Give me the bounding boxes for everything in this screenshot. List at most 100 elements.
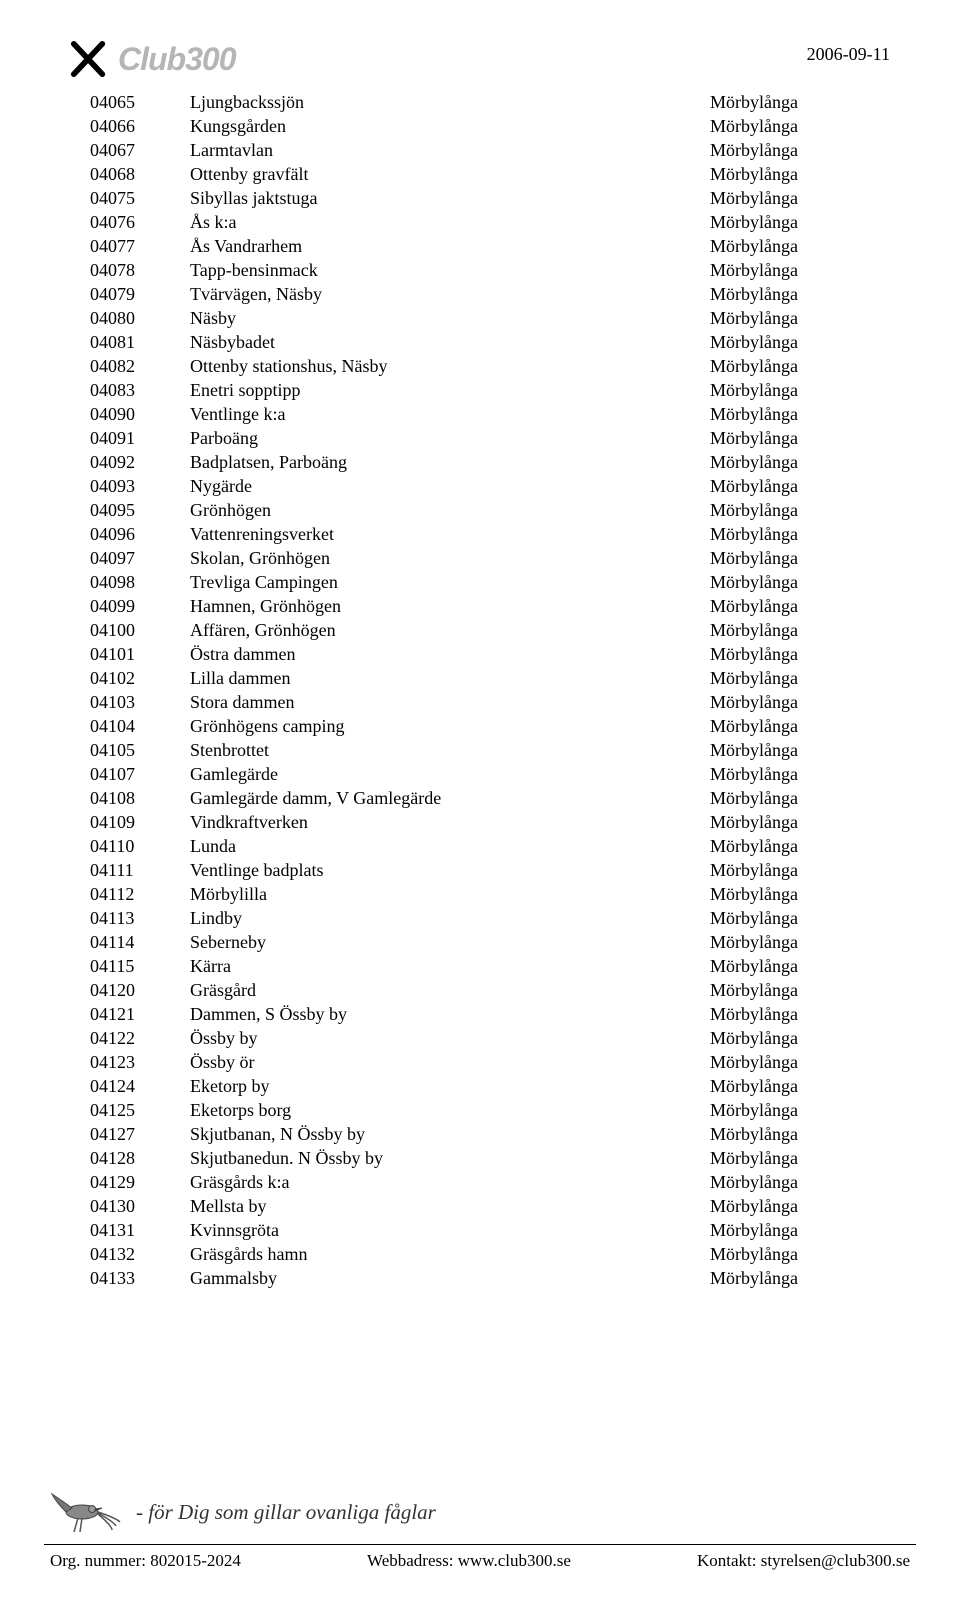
code-cell: 04122 <box>90 1026 190 1050</box>
code-cell: 04104 <box>90 714 190 738</box>
table-row: 04097Skolan, GrönhögenMörbylånga <box>90 546 890 570</box>
table-row: 04123Össby örMörbylånga <box>90 1050 890 1074</box>
table-row: 04075Sibyllas jaktstugaMörbylånga <box>90 186 890 210</box>
code-cell: 04080 <box>90 306 190 330</box>
code-cell: 04132 <box>90 1242 190 1266</box>
kommun-cell: Mörbylånga <box>710 306 890 330</box>
code-cell: 04127 <box>90 1122 190 1146</box>
name-cell: Lindby <box>190 906 710 930</box>
kommun-cell: Mörbylånga <box>710 690 890 714</box>
table-row: 04068Ottenby gravfältMörbylånga <box>90 162 890 186</box>
code-cell: 04075 <box>90 186 190 210</box>
table-row: 04112MörbylillaMörbylånga <box>90 882 890 906</box>
name-cell: Skjutbanan, N Össby by <box>190 1122 710 1146</box>
kommun-cell: Mörbylånga <box>710 354 890 378</box>
kommun-cell: Mörbylånga <box>710 186 890 210</box>
code-cell: 04107 <box>90 762 190 786</box>
table-row: 04079Tvärvägen, NäsbyMörbylånga <box>90 282 890 306</box>
table-row: 04113LindbyMörbylånga <box>90 906 890 930</box>
kommun-cell: Mörbylånga <box>710 594 890 618</box>
code-cell: 04099 <box>90 594 190 618</box>
table-row: 04080NäsbyMörbylånga <box>90 306 890 330</box>
web-label: Webbadress: <box>367 1551 453 1570</box>
name-cell: Skjutbanedun. N Össby by <box>190 1146 710 1170</box>
name-cell: Gräsgårds k:a <box>190 1170 710 1194</box>
code-cell: 04125 <box>90 1098 190 1122</box>
name-cell: Östra dammen <box>190 642 710 666</box>
code-cell: 04098 <box>90 570 190 594</box>
code-cell: 04108 <box>90 786 190 810</box>
kommun-cell: Mörbylånga <box>710 210 890 234</box>
page-footer: - för Dig som gillar ovanliga fåglar Org… <box>0 1482 960 1571</box>
kommun-cell: Mörbylånga <box>710 426 890 450</box>
kommun-cell: Mörbylånga <box>710 378 890 402</box>
table-row: 04065LjungbackssjönMörbylånga <box>90 90 890 114</box>
code-cell: 04100 <box>90 618 190 642</box>
x-mark-icon <box>70 40 108 78</box>
table-row: 04128Skjutbanedun. N Össby byMörbylånga <box>90 1146 890 1170</box>
web-address: Webbadress: www.club300.se <box>367 1551 571 1571</box>
kommun-cell: Mörbylånga <box>710 138 890 162</box>
code-cell: 04077 <box>90 234 190 258</box>
name-cell: Vattenreningsverket <box>190 522 710 546</box>
table-row: 04099Hamnen, GrönhögenMörbylånga <box>90 594 890 618</box>
code-cell: 04110 <box>90 834 190 858</box>
brand-logo-text: Club300 <box>118 41 235 78</box>
code-cell: 04129 <box>90 1170 190 1194</box>
table-row: 04078Tapp-bensinmackMörbylånga <box>90 258 890 282</box>
kommun-cell: Mörbylånga <box>710 1218 890 1242</box>
name-cell: Ås k:a <box>190 210 710 234</box>
kommun-cell: Mörbylånga <box>710 546 890 570</box>
table-row: 04076Ås k:aMörbylånga <box>90 210 890 234</box>
kommun-cell: Mörbylånga <box>710 234 890 258</box>
org-label: Org. nummer: <box>50 1551 146 1570</box>
code-cell: 04124 <box>90 1074 190 1098</box>
code-cell: 04131 <box>90 1218 190 1242</box>
footer-divider <box>44 1544 916 1545</box>
kommun-cell: Mörbylånga <box>710 282 890 306</box>
table-row: 04095GrönhögenMörbylånga <box>90 498 890 522</box>
table-row: 04125Eketorps borgMörbylånga <box>90 1098 890 1122</box>
kommun-cell: Mörbylånga <box>710 858 890 882</box>
name-cell: Tvärvägen, Näsby <box>190 282 710 306</box>
kommun-cell: Mörbylånga <box>710 258 890 282</box>
kommun-cell: Mörbylånga <box>710 1242 890 1266</box>
name-cell: Affären, Grönhögen <box>190 618 710 642</box>
table-row: 04103Stora dammenMörbylånga <box>90 690 890 714</box>
name-cell: Hamnen, Grönhögen <box>190 594 710 618</box>
table-row: 04129Gräsgårds k:aMörbylånga <box>90 1170 890 1194</box>
location-table: 04065LjungbackssjönMörbylånga04066Kungsg… <box>90 90 890 1290</box>
code-cell: 04114 <box>90 930 190 954</box>
name-cell: Ås Vandrarhem <box>190 234 710 258</box>
kommun-cell: Mörbylånga <box>710 738 890 762</box>
name-cell: Larmtavlan <box>190 138 710 162</box>
code-cell: 04079 <box>90 282 190 306</box>
table-row: 04130Mellsta byMörbylånga <box>90 1194 890 1218</box>
bird-icon <box>50 1482 122 1542</box>
code-cell: 04083 <box>90 378 190 402</box>
table-row: 04121Dammen, S Össby byMörbylånga <box>90 1002 890 1026</box>
kommun-cell: Mörbylånga <box>710 1098 890 1122</box>
kommun-cell: Mörbylånga <box>710 1074 890 1098</box>
kommun-cell: Mörbylånga <box>710 498 890 522</box>
kommun-cell: Mörbylånga <box>710 1194 890 1218</box>
name-cell: Seberneby <box>190 930 710 954</box>
code-cell: 04102 <box>90 666 190 690</box>
table-row: 04098Trevliga CampingenMörbylånga <box>90 570 890 594</box>
kommun-cell: Mörbylånga <box>710 1146 890 1170</box>
kommun-cell: Mörbylånga <box>710 450 890 474</box>
kommun-cell: Mörbylånga <box>710 570 890 594</box>
name-cell: Ottenby stationshus, Näsby <box>190 354 710 378</box>
code-cell: 04082 <box>90 354 190 378</box>
tagline-text: - för Dig som gillar ovanliga fåglar <box>136 1500 436 1525</box>
table-row: 04104Grönhögens campingMörbylånga <box>90 714 890 738</box>
name-cell: Össby by <box>190 1026 710 1050</box>
org-value: 802015-2024 <box>150 1551 241 1570</box>
code-cell: 04097 <box>90 546 190 570</box>
table-row: 04096VattenreningsverketMörbylånga <box>90 522 890 546</box>
name-cell: Trevliga Campingen <box>190 570 710 594</box>
code-cell: 04112 <box>90 882 190 906</box>
table-row: 04091ParboängMörbylånga <box>90 426 890 450</box>
kommun-cell: Mörbylånga <box>710 1026 890 1050</box>
kommun-cell: Mörbylånga <box>710 762 890 786</box>
